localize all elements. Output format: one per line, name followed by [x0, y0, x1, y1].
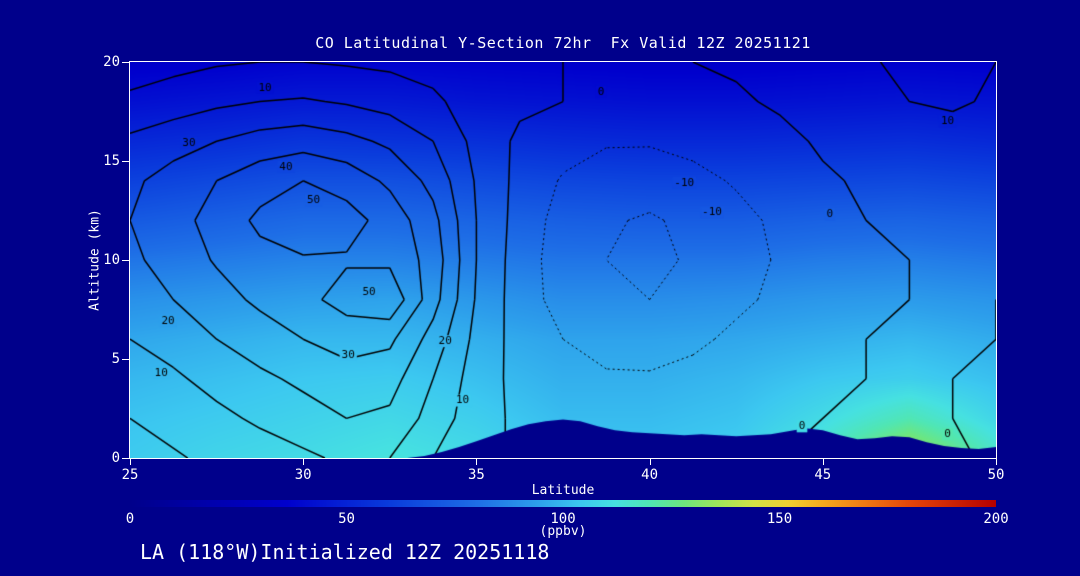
y-tick-label: 5	[111, 351, 120, 367]
y-tick-mark	[122, 260, 129, 261]
x-tick-mark	[303, 459, 305, 465]
colorbar-unit-label: (ppbv)	[539, 524, 587, 539]
chart-title: CO Latitudinal Y-Section 72hr Fx Valid 1…	[315, 34, 811, 52]
contour-plot-canvas	[129, 61, 997, 459]
y-tick-label: 20	[103, 54, 120, 70]
x-tick-label: 35	[467, 467, 485, 483]
y-tick-label: 15	[103, 153, 120, 169]
x-tick-mark	[822, 459, 824, 465]
y-tick-label: 0	[111, 450, 120, 466]
init-annotation: LA (118°W)Initialized 12Z 20251118	[140, 540, 550, 564]
x-tick-label: 25	[121, 467, 139, 483]
y-tick-mark	[122, 458, 129, 459]
x-tick-mark	[130, 459, 131, 465]
y-axis-label: Altitude (km)	[87, 209, 103, 311]
x-tick-label: 45	[814, 467, 832, 483]
y-tick-mark	[122, 359, 129, 360]
x-tick-mark	[996, 459, 997, 465]
x-tick-label: 50	[987, 467, 1005, 483]
x-axis-label: Latitude	[531, 483, 595, 498]
colorbar	[130, 500, 996, 507]
x-tick-label: 30	[294, 467, 312, 483]
y-tick-mark	[122, 62, 129, 63]
y-tick-mark	[122, 161, 129, 162]
x-tick-label: 40	[641, 467, 659, 483]
x-tick-mark	[476, 459, 478, 465]
x-tick-mark	[649, 459, 651, 465]
